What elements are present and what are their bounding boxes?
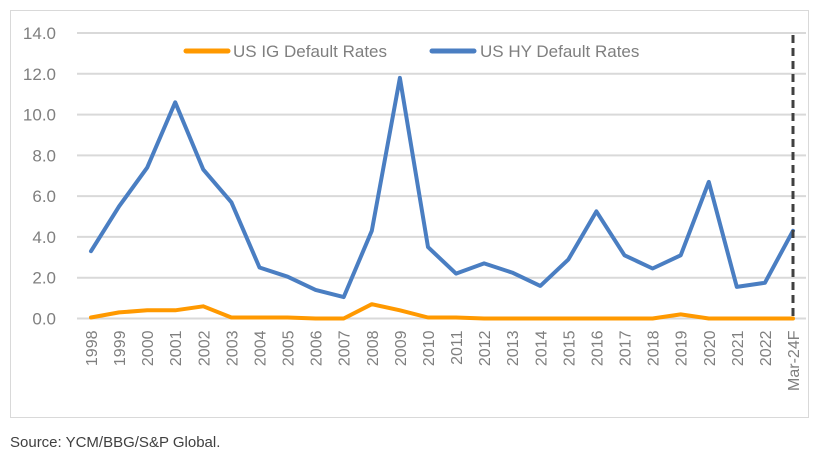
source-note: Source: YCM/BBG/S&P Global. (10, 434, 221, 451)
x-tick-label: 2003 (224, 330, 241, 366)
x-tick-label: 2013 (505, 330, 522, 366)
x-tick-label: 2022 (758, 330, 775, 366)
x-tick-label: 2018 (646, 330, 663, 366)
x-axis-ticks: 1998 1999 2000 2001 2002 2003 2004 2005 2006 2007… (84, 330, 803, 391)
x-tick-label: 2016 (589, 330, 606, 366)
x-tick-label: 2002 (196, 330, 213, 366)
y-tick-label: 12.0 (23, 65, 56, 84)
x-tick-label: 2019 (674, 330, 691, 366)
line-chart: 0.0 2.0 4.0 6.0 8.0 10.0 12.0 14.0 1998 1999 2000… (23, 24, 806, 391)
y-tick-label: 4.0 (32, 228, 56, 247)
x-tick-label: 2015 (561, 330, 578, 366)
x-tick-label: 2008 (365, 330, 382, 366)
x-tick-label: 2011 (449, 330, 466, 365)
legend: US IG Default Rates US HY Default Rates (183, 42, 639, 61)
y-tick-label: 8.0 (32, 146, 56, 165)
chart-frame (10, 10, 809, 418)
y-tick-label: 10.0 (23, 106, 56, 125)
series-line-us-ig (89, 302, 795, 321)
y-axis-ticks: 0.0 2.0 4.0 6.0 8.0 10.0 12.0 14.0 (23, 24, 56, 329)
x-tick-label: 2017 (618, 330, 635, 366)
x-tick-label: 2012 (477, 330, 494, 366)
legend-label-us-hy: US HY Default Rates (480, 42, 639, 61)
gridlines (77, 32, 806, 320)
series-line-us-hy (89, 75, 795, 300)
series-lines (89, 75, 795, 321)
y-tick-label: 6.0 (32, 187, 56, 206)
x-tick-label: Mar-24F (786, 330, 803, 391)
x-tick-label: 2005 (281, 330, 298, 366)
x-tick-label: 2007 (337, 330, 354, 366)
legend-label-us-ig: US IG Default Rates (233, 42, 387, 61)
x-tick-label: 2001 (168, 330, 185, 366)
x-tick-label: 1999 (112, 330, 129, 366)
x-tick-label: 2021 (730, 330, 747, 366)
x-tick-label: 2014 (533, 330, 550, 366)
y-tick-label: 14.0 (23, 24, 56, 43)
x-tick-label: 2020 (702, 330, 719, 366)
x-tick-label: 2006 (309, 330, 326, 366)
x-tick-label: 2004 (252, 330, 269, 366)
x-tick-label: 2000 (140, 330, 157, 366)
x-tick-label: 1998 (84, 330, 101, 366)
y-tick-label: 0.0 (32, 310, 56, 329)
x-tick-label: 2010 (421, 330, 438, 366)
y-tick-label: 2.0 (32, 269, 56, 288)
x-tick-label: 2009 (393, 330, 410, 366)
